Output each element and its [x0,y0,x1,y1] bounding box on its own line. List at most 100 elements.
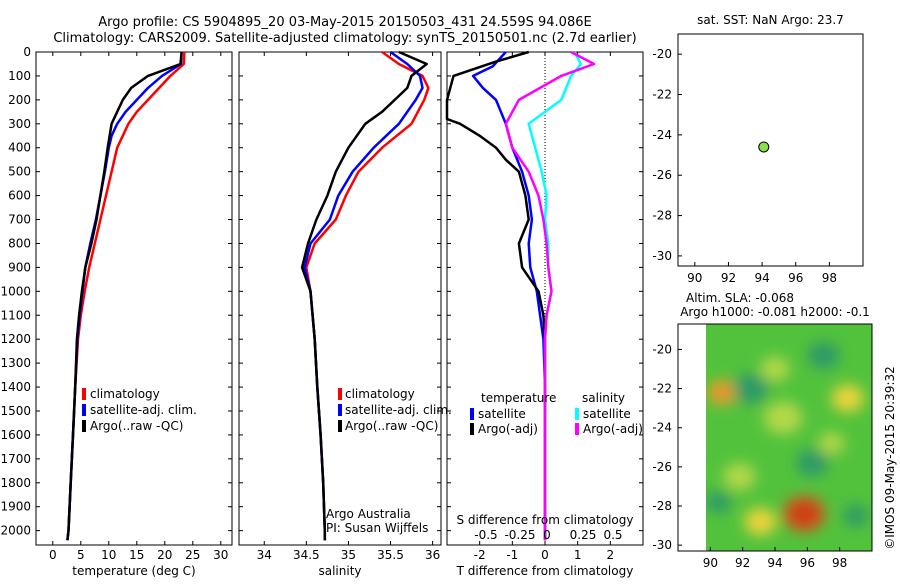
legend-label: climatology [345,387,415,401]
depth-tick-label: 200 [8,93,31,107]
legend-swatch [82,404,86,416]
sla-anomaly-blob [807,341,840,370]
depth-tick-label: 600 [8,189,31,203]
location-ytick-label: -22 [652,88,672,102]
legend-header-temperature: temperature [481,391,556,405]
temperature-xtick-label: 0 [49,548,57,562]
salinity-xtick-label: 34 [257,548,272,562]
salinity-profile-panel: 34 34.5 35 35.5 36 salinity climatology satelli… [238,50,452,578]
depth-tick-label: 1000 [0,284,31,298]
depth-tick-label: 400 [8,141,31,155]
temperature-xtick-label: 25 [185,548,200,562]
salinity-series-argo-raw-qc- [300,50,428,541]
legend-swatch [470,423,474,435]
legend-label: climatology [90,387,160,401]
depth-tick-label: 2000 [0,524,31,538]
difference-xtick-label: -2 [474,548,486,562]
difference-xtick-label: -1 [506,548,518,562]
salinity-diff-tick-label: 0.25 [570,528,597,542]
depth-tick-label: 700 [8,213,31,227]
argo-position-marker [758,141,770,153]
difference-xtick-label: 0 [541,548,549,562]
salinity-diff-tick-label: 0.5 [603,528,622,542]
legend-swatch [338,404,342,416]
difference-xtick-label: 1 [574,548,582,562]
altimetry-xtick-label: 90 [703,556,718,570]
altimetry-ytick-label: -22 [652,382,672,396]
legend-header-salinity: salinity [582,391,625,405]
salinity-xtick-label: 35 [341,548,356,562]
legend-swatch [338,420,342,432]
location-ytick-label: -30 [652,249,672,263]
salinity-diff-tick-label: 0 [543,528,551,542]
sla-anomaly-blob [723,462,756,491]
location-ytick-label: -26 [652,168,672,182]
temperature-series-climatology [66,51,186,541]
altimetry-ytick-label: -26 [652,460,672,474]
difference-xlabel: T difference from climatology [456,564,634,578]
depth-tick-label: 0 [23,45,31,59]
location-xtick-label: 92 [721,271,736,285]
salinity-xtick-label: 36 [425,548,440,562]
title-line1: Argo profile: CS 5904895_20 03-May-2015 … [98,15,591,30]
altimetry-xtick-label: 96 [800,556,815,570]
temperature-xtick-label: 30 [213,548,228,562]
altimetry-ytick-label: -30 [652,538,672,552]
altimetry-xtick-label: 92 [735,556,750,570]
location-map-panel: sat. SST: NaN Argo: 23.7 90 92 94 96 98 -20 -22… [652,13,864,285]
depth-tick-label: 1100 [0,308,31,322]
altimetry-ytick-label: -24 [652,421,672,435]
location-xtick-label: 96 [788,271,803,285]
depth-tick-label: 1400 [0,380,31,394]
legend-swatch [575,423,579,435]
depth-tick-label: 800 [8,236,31,250]
temperature-series-argo-raw-qc- [66,51,183,541]
depth-tick-label: 1800 [0,476,31,490]
sla-anomaly-blob [842,504,869,527]
depth-tick-label: 1300 [0,356,31,370]
location-ytick-label: -20 [652,47,672,61]
temperature-xtick-label: 15 [129,548,144,562]
legend-swatch [338,388,342,400]
title-line2: Climatology: CARS2009. Satellite-adjuste… [53,31,636,46]
temperature-xtick-label: 5 [77,548,85,562]
location-xtick-label: 98 [822,271,837,285]
location-map-frame [677,33,864,267]
pi-label: PI: Susan Wijffels [326,521,428,535]
legend-label: satellite-adj. clim. [345,403,452,417]
depth-tick-label: 300 [8,117,31,131]
depth-tick-label: 900 [8,260,31,274]
legend-label: satellite [478,407,526,421]
temperature-profile-panel: 0100200300400500600700800900100011001200… [0,45,233,578]
depth-tick-label: 1700 [0,452,31,466]
timestamp-label: ©IMOS 09-May-2015 20:39:32 [883,366,897,550]
sla-anomaly-blob [732,373,769,404]
temperature-xlabel: temperature (deg C) [72,564,195,578]
sla-anomaly-core [714,385,729,400]
salinity-xlabel: salinity [318,564,361,578]
sla-anomaly-blob [796,449,829,477]
depth-tick-label: 100 [8,69,31,83]
legend-label: satellite-adj. clim. [90,403,197,417]
altimetry-ytick-label: -20 [652,342,672,356]
salinity-xtick-label: 35.5 [377,548,404,562]
temperature-frame [35,51,233,546]
depth-tick-label: 1600 [0,428,31,442]
legend-swatch [470,408,474,420]
depth-tick-label: 1500 [0,404,31,418]
salinity-diff-tick-label: -0.25 [504,528,535,542]
sla-anomaly-blob [818,432,845,455]
legend-label: Argo(..raw -QC) [90,419,183,433]
salinity-frame [238,51,442,546]
difference-series-temperature-argo-adj- [445,50,547,541]
sla-anomaly-blob [763,401,803,435]
depth-tick-label: 1200 [0,332,31,346]
altimetry-xtick-label: 94 [767,556,782,570]
legend-label: Argo(-adj) [583,422,643,436]
location-ytick-label: -28 [652,209,672,223]
depth-tick-label: 1900 [0,500,31,514]
difference-xtick-label: 2 [607,548,615,562]
location-xtick-label: 90 [687,271,702,285]
